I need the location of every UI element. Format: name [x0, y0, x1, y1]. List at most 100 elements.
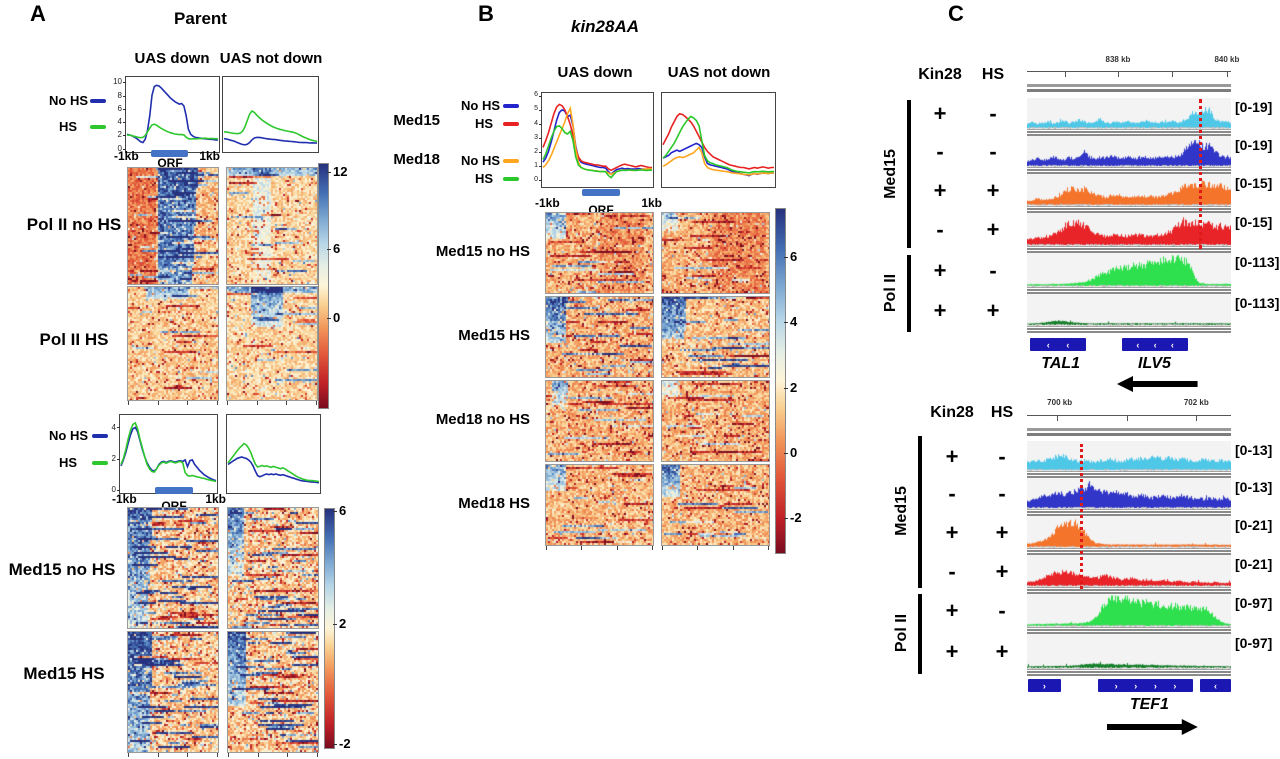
panel-b-metagene-uas-down-series-3 [542, 125, 652, 179]
panel-a-metagene2-uas-not-down-series-0 [227, 456, 320, 484]
panel-b-metagene-ytick: 5 [534, 105, 538, 113]
panel-a-colorbar2-tickmark [333, 744, 337, 745]
panel-c-view2-track-5-signal [1027, 594, 1231, 628]
panel-a-legend1-nohs-swatch [90, 99, 106, 103]
panel-b-heatmap-xtick [546, 546, 547, 550]
panel-b-heatmap-xtick [616, 546, 618, 550]
panel-a-row-label-med15-hs: Med15 HS [23, 664, 105, 683]
panel-a-metagene1-ytick: 10 [113, 77, 122, 87]
panel-b-metagene-uas-not-down-series-2 [662, 146, 774, 176]
panel-a-metagene1-uas-not-down-series-0 [223, 136, 318, 146]
panel-c-view2-track-1-signal [1027, 441, 1231, 472]
panel-c-view1-track-6-signal [1027, 294, 1231, 327]
panel-c-view2-ruler-tick [1195, 415, 1197, 421]
panel-b-colorbar-ticklabel: 4 [790, 314, 798, 329]
panel-a-row-label-polii-nohs: Pol II no HS [26, 215, 122, 234]
panel-a-heatmap2-xtick [157, 753, 159, 757]
panel-a-metagene2-xlabel-1kb: 1kb [205, 492, 226, 506]
strand-arrow-icon: › [1042, 680, 1046, 691]
panel-c-view1-track-separator [1027, 130, 1231, 137]
panel-c-view2-ruler-tick [1056, 415, 1058, 421]
panel-a-heatmap1-xtick [157, 401, 159, 405]
panel-b-heatmap-xtick [652, 546, 653, 550]
strand-arrow-icon: › [1114, 680, 1118, 691]
panel-c-view1-header-hs: HS [981, 66, 1005, 83]
panel-b-row-label-med15-hs: Med15 HS [458, 327, 530, 344]
panel-a-heatmap-med15-nohs-uas-not-down [227, 507, 319, 629]
panel-b-metagene-ytick: 4 [534, 119, 538, 127]
panel-a-metagene2-ytickmark [117, 458, 120, 460]
panel-b-heatmap-med18-hs-uas-down-canvas [546, 465, 653, 545]
panel-c-view2-track-1-range-label: [0-13] [1235, 442, 1273, 458]
panel-a-row-label-polii-hs: Pol II HS [39, 330, 109, 349]
panel-a-colorbar2 [324, 508, 335, 749]
panel-b-title: kin28AA [570, 17, 640, 36]
panel-c-view2-track-separator [1027, 628, 1231, 635]
panel-c-view1-ruler-tick [1117, 71, 1119, 77]
panel-c-view1-group-label-med15: Med15 [882, 149, 899, 199]
panel-c-view2-ruler-label: 700 kb [1047, 398, 1073, 407]
panel-c-view2-gene-box-3: ‹ [1199, 679, 1231, 692]
panel-b-heatmap-med18-no-hs-uas-not-down-canvas [662, 381, 769, 461]
panel-c-view2-gene-box-1: › [1028, 679, 1061, 692]
panel-c-view2-header-kin28: Kin28 [930, 404, 974, 421]
panel-a-heatmap2-xtick [287, 753, 289, 757]
panel-c-view1-gene-box-1: ‹ ‹ [1030, 338, 1087, 351]
panel-c-view2-track-3-range-label: [0-21] [1235, 517, 1273, 533]
panel-a-heatmap-med15-nohs-uas-not-down-canvas [228, 508, 318, 628]
panel-a-metagene1-xlabel-1kb: 1kb [199, 149, 220, 163]
panel-c-view1-highlight-dotted-line [1199, 99, 1202, 249]
panel-a-heatmap1-xtick [256, 401, 258, 405]
panel-a-metagene1-xlabel-minus1kb: -1kb [114, 149, 139, 163]
panel-c-view2-ruler-label: 702 kb [1183, 398, 1209, 407]
panel-c-view2-gene-name-tef1: TEF1 [1129, 696, 1169, 713]
panel-b-heatmap-xtick [732, 546, 734, 550]
panel-c-view2-track-2-range-label: [0-13] [1235, 479, 1273, 495]
panel-a-heatmap1-xtick [316, 401, 317, 405]
strand-arrow-icon: ‹ [1136, 339, 1140, 350]
panel-a-metagene2-uas-down [120, 421, 217, 483]
panel-b-row-label-med18-hs: Med18 HS [458, 495, 530, 512]
panel-b-colorbar [775, 208, 786, 554]
panel-b-legend-med18-hs-label: HS [474, 171, 493, 186]
panel-b-metagene-ytickmark [539, 165, 542, 167]
panel-c-view1-ruler-line [1027, 71, 1231, 72]
panel-a-heatmap-polii-nohs-uas-not-down [226, 167, 318, 285]
panel-b-colorbar-ticklabel: 2 [790, 380, 798, 395]
panel-a-heatmap2-xtick [128, 753, 129, 757]
panel-a-colorbar1-tickmark [327, 249, 331, 250]
panel-a-label: A [30, 1, 46, 26]
panel-b-colorbar-tickmark [784, 518, 788, 519]
panel-a-colorbar1-tickmark [327, 318, 331, 319]
strand-arrow-icon: › [1134, 680, 1138, 691]
panel-a-colorbar1-tickmark [327, 172, 331, 173]
panel-b-heatmap-med18-hs-uas-down [545, 464, 654, 546]
panel-c-view1-ruler-tick [1226, 71, 1228, 77]
panel-c-view2-header-hs: HS [990, 404, 1014, 421]
panel-c-label: C [948, 1, 964, 26]
panel-c-view2-track-4-signal [1027, 555, 1231, 588]
panel-a-heatmap-polii-hs-uas-down [127, 286, 219, 401]
panel-b-legend-med18-hs-swatch [503, 177, 519, 181]
panel-a-metagene2-uas-not-down-series-1 [227, 442, 320, 483]
panel-a-heatmap2-xtick [228, 753, 229, 757]
panel-b-heatmap-med15-hs-uas-not-down-canvas [662, 297, 769, 377]
panel-a-metagene1-orf-bar [151, 150, 188, 157]
panel-c-view1-separator-top [1027, 84, 1231, 94]
panel-b-heatmap-xtick [768, 546, 769, 550]
panel-a-heatmap1-xtick [286, 401, 288, 405]
panel-a-title: Parent [174, 9, 227, 28]
panel-c-view1-direction-arrow-icon [1116, 376, 1198, 392]
panel-b-metagene-uas-not-down [662, 112, 774, 177]
panel-a-metagene1-ytick: 6 [117, 103, 122, 113]
panel-a-heatmap-polii-hs-uas-not-down-canvas [227, 287, 317, 400]
panel-a-metagene1-ytick: 8 [117, 90, 122, 100]
panel-b-heatmap-med18-no-hs-uas-down-canvas [546, 381, 653, 461]
panel-a-metagene1-ytickmark [123, 95, 126, 97]
panel-a-heatmap1-xtick [227, 401, 228, 405]
panel-c-view1-ruler-tick [1064, 71, 1066, 77]
panel-b-legend-med18-nohs-swatch [503, 159, 519, 163]
panel-a-heatmap-polii-nohs-uas-down [127, 167, 219, 285]
panel-a-colorbar2-ticklabel: 6 [339, 503, 347, 518]
panel-c-view2-track-3-signal [1027, 516, 1231, 549]
